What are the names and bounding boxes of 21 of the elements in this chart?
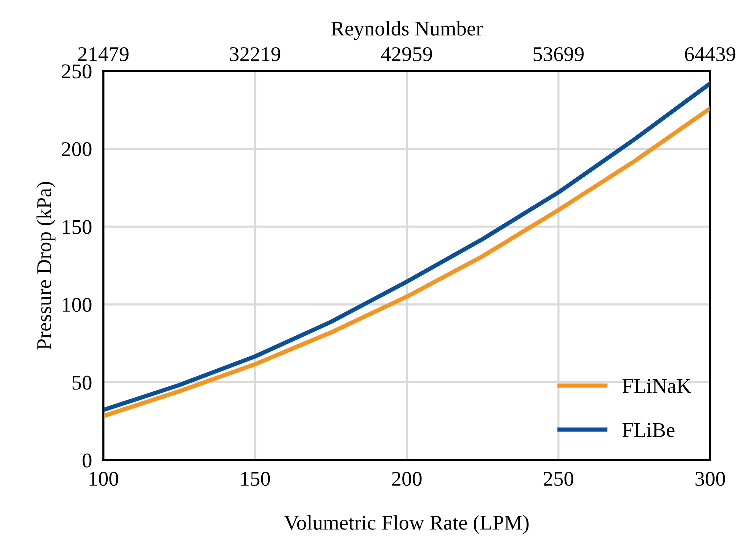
- y-tick-label: 100: [63, 298, 92, 312]
- x2-tick-label: 32219: [230, 47, 280, 62]
- y-tick-label: 250: [62, 64, 92, 79]
- x-tick-label: 200: [392, 472, 422, 486]
- legend-label: FLiNaK: [622, 379, 692, 394]
- legend-label: FLiBe: [622, 423, 675, 438]
- x2-tick-label: 53699: [534, 47, 584, 62]
- y-tick-label: 150: [63, 220, 92, 234]
- x-tick-label: 100: [90, 472, 118, 486]
- x-tick-label: 300: [696, 472, 726, 486]
- x-tick-label: 250: [544, 472, 574, 486]
- x2-tick-label: 64439: [685, 47, 736, 62]
- y-axis-title: Pressure Drop (kPa): [36, 182, 56, 350]
- x2-tick-label: 42959: [381, 47, 432, 62]
- x-tick-label: 150: [242, 472, 270, 486]
- x-axis-title: Volumetric Flow Rate (LPM): [284, 515, 529, 534]
- y-tick-label: 200: [62, 142, 92, 156]
- y-tick-label: 50: [72, 376, 92, 390]
- x2-axis-title: Reynolds Number: [332, 21, 483, 40]
- y-tick-label: 0: [82, 454, 92, 468]
- x2-tick-label: 21479: [78, 47, 129, 62]
